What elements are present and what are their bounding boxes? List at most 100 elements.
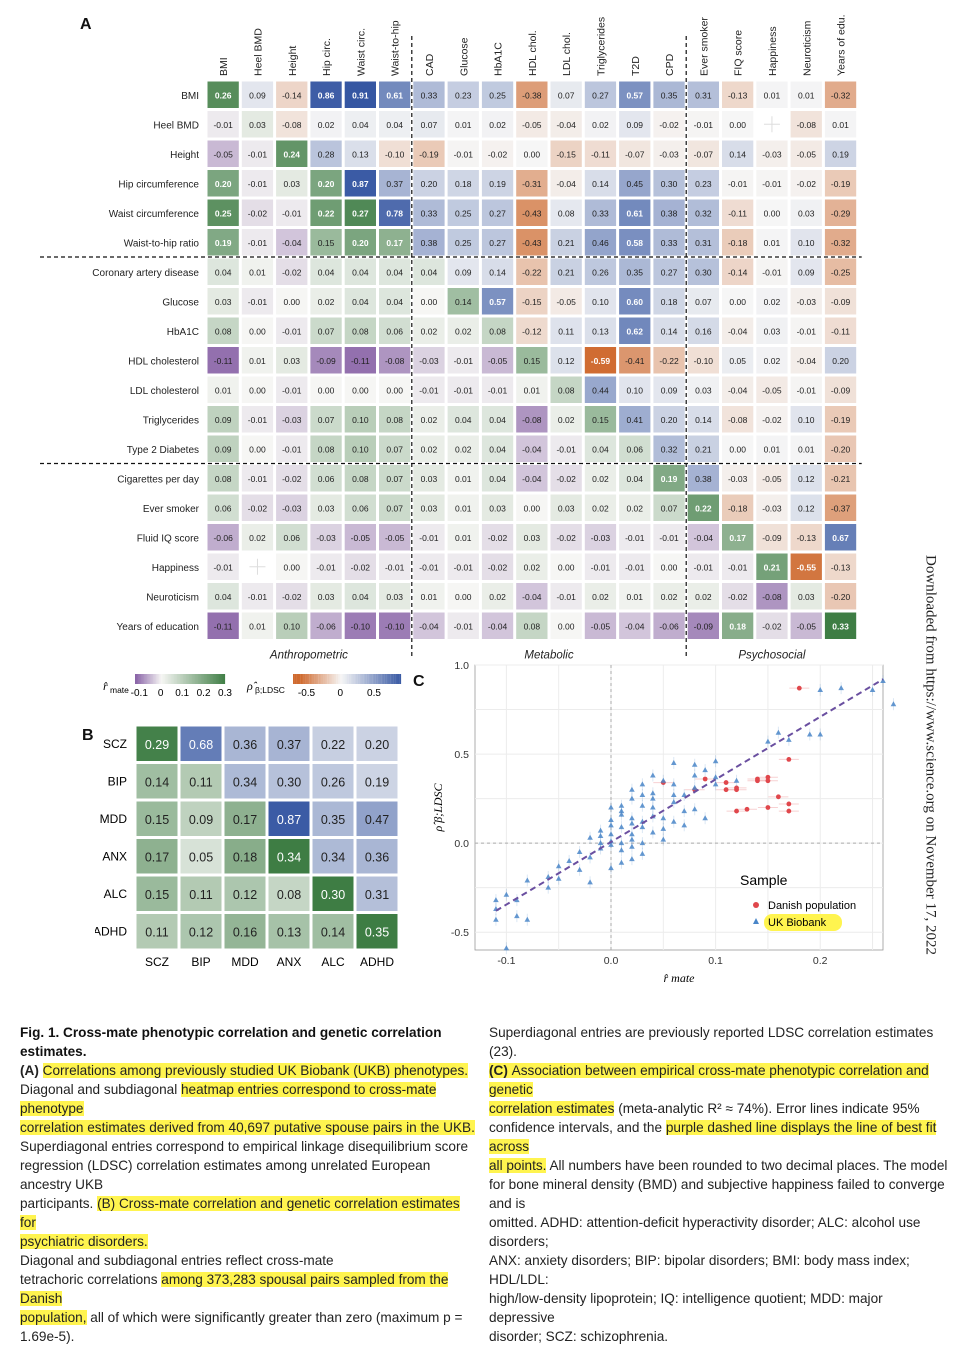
heatmap-cell	[241, 140, 274, 167]
cell-value: 0.21	[558, 238, 575, 248]
row-label: Type 2 Diabetes	[127, 445, 199, 456]
cell-value: 0.27	[661, 267, 678, 277]
heatmap-cell	[516, 288, 548, 315]
heatmap-cell	[344, 229, 376, 256]
heatmap-cell	[722, 406, 754, 433]
data-point-danish	[765, 774, 771, 780]
x-tick: -0.1	[497, 955, 515, 967]
cell-value: -0.02	[556, 533, 576, 543]
heatmap-cell	[276, 406, 308, 433]
col-label: HbA1C	[493, 42, 505, 76]
cell-value: 0.03	[249, 120, 266, 130]
data-point-ukb	[524, 877, 531, 883]
heatmap-cell	[310, 258, 342, 285]
data-point-ukb	[587, 834, 593, 840]
cell-value: 0.08	[215, 326, 232, 336]
data-point-ukb	[650, 804, 656, 810]
cell-value: -0.01	[248, 474, 268, 484]
rho-gradient-step	[368, 674, 371, 684]
heatmap-cell	[276, 288, 308, 315]
cell-value: 0.25	[455, 208, 472, 218]
data-point-danish	[786, 801, 792, 807]
rho-tick: 0.5	[367, 688, 381, 699]
heatmap-cell	[276, 258, 308, 285]
rmate-gradient-step	[187, 674, 190, 684]
heatmap-cell	[653, 612, 685, 639]
cell-value: 0.03	[798, 592, 815, 602]
heatmap-cell	[344, 258, 376, 285]
heatmap-cell	[310, 229, 342, 256]
heatmap-cell	[653, 347, 685, 374]
rmate-gradient-step	[207, 674, 209, 684]
cell-value: -0.08	[762, 592, 782, 602]
data-point-ukb	[890, 701, 897, 707]
heatmap-cell	[224, 726, 266, 761]
data-point-ukb	[681, 808, 688, 814]
cell-value: -0.02	[762, 415, 782, 425]
heatmap-cell	[584, 317, 617, 344]
heatmap-cell	[550, 376, 582, 403]
heatmap-cell	[756, 494, 788, 521]
heatmap-cell	[550, 317, 582, 344]
heatmap-cell	[413, 524, 445, 551]
heatmap-cell	[722, 553, 754, 580]
heatmap-cell	[447, 583, 479, 610]
heatmap-cell	[413, 465, 445, 492]
heatmap-cell	[481, 347, 514, 374]
rho-gradient-step	[384, 674, 387, 684]
caption-left-line: regression (LDSC) correlation estimates …	[20, 1156, 475, 1194]
heatmap-cell	[790, 612, 822, 639]
cell-value: 0.25	[455, 238, 472, 248]
cell-value: -0.01	[248, 297, 268, 307]
heatmap-cell	[516, 553, 548, 580]
rmate-gradient-step	[214, 674, 217, 684]
heatmap-cell	[619, 406, 651, 433]
data-point-ukb	[618, 802, 625, 808]
cell-value: 0.36	[365, 850, 389, 864]
heatmap-cell	[687, 140, 719, 167]
heatmap-cell	[584, 376, 617, 403]
data-point-ukb	[597, 833, 604, 838]
heatmap-cell	[653, 406, 685, 433]
heatmap-cell	[722, 465, 754, 492]
cell-value: -0.14	[282, 90, 302, 100]
cell-value: -0.43	[522, 238, 542, 248]
heatmap-cell	[356, 764, 398, 799]
heatmap-cell	[687, 288, 719, 315]
heatmap-cell	[224, 839, 266, 874]
heatmap-cell	[379, 229, 411, 256]
caption-fragment: disorder; SCZ: schizophrenia.	[489, 1329, 669, 1344]
rmate-gradient-step	[213, 674, 215, 684]
cell-value: 0.02	[592, 120, 609, 130]
data-point-danish	[723, 780, 729, 785]
cell-value: -0.22	[659, 356, 679, 366]
cell-value: -0.02	[282, 267, 302, 277]
cell-value: -0.03	[316, 533, 336, 543]
cell-value: 0.03	[695, 385, 712, 395]
data-point-ukb	[806, 731, 813, 737]
heatmap-cell	[687, 170, 719, 197]
y-tick: 1.0	[454, 660, 469, 672]
heatmap-cell	[722, 583, 754, 610]
rho-gradient-step	[399, 674, 402, 684]
heatmap-cell	[207, 376, 239, 403]
cell-value: 0.01	[524, 385, 541, 395]
heatmap-cell	[550, 111, 582, 138]
heatmap-cell	[722, 258, 754, 285]
cell-value: -0.12	[522, 326, 542, 336]
data-point-ukb	[587, 879, 593, 885]
cell-value: 0.04	[592, 444, 609, 454]
heatmap-cell	[756, 199, 788, 226]
cell-value: -0.03	[728, 474, 748, 484]
heatmap-cell	[756, 317, 788, 344]
rmate-gradient-step	[165, 674, 167, 684]
heatmap-cell	[310, 583, 342, 610]
caption-fragment: All numbers have been rounded to two dec…	[546, 1158, 948, 1173]
cell-value: 0.04	[352, 297, 369, 307]
row-label: ALC	[104, 887, 128, 901]
heatmap-cell	[481, 170, 514, 197]
heatmap-cell	[756, 258, 788, 285]
heatmap-cell	[619, 258, 651, 285]
rmate-tick: 0.2	[197, 688, 211, 699]
heatmap-cell	[824, 170, 857, 197]
